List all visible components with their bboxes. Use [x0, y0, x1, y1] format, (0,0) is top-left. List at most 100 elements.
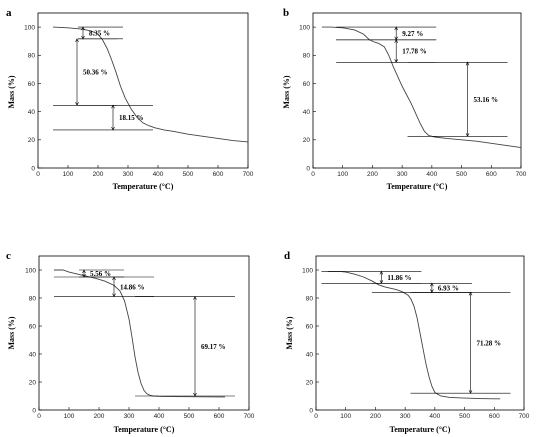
- x-tick-label: 400: [429, 413, 440, 420]
- plot-frame: [38, 255, 250, 411]
- y-tick-label: 0: [306, 165, 310, 172]
- x-tick-label: 300: [124, 413, 135, 420]
- x-tick-label: 200: [94, 413, 105, 420]
- y-tick-label: 100: [25, 267, 36, 274]
- arrowhead-up: [75, 38, 79, 42]
- x-tick-label: 500: [459, 413, 470, 420]
- annotation-label: 5.56 %: [90, 270, 111, 278]
- x-tick-label: 500: [456, 171, 467, 178]
- arrowhead-up: [112, 276, 116, 281]
- arrowhead-up: [394, 39, 398, 43]
- x-tick-label: 300: [123, 171, 134, 178]
- y-tick-label: 40: [303, 109, 311, 116]
- annotation-label: 17.78 %: [402, 48, 427, 56]
- arrowhead-down: [465, 133, 470, 137]
- x-tick-label: 700: [243, 171, 254, 178]
- y-axis-label: Mass (%): [282, 75, 291, 108]
- annotation-label: 11.86 %: [387, 274, 411, 282]
- plot-frame: [315, 255, 525, 411]
- x-tick-label: 100: [337, 171, 348, 178]
- y-tick-label: 40: [28, 109, 36, 116]
- chart-panel-d: d 0 100 200 300 400 500 600 700 0 20 40 60 80 100 Tempe…: [284, 250, 530, 434]
- y-axis-label: Mass (%): [7, 75, 16, 108]
- y-tick-label: 80: [29, 295, 37, 302]
- y-tick-label: 100: [299, 24, 310, 31]
- x-tick-label: 0: [311, 171, 315, 178]
- tga-curve-0: [54, 269, 225, 398]
- y-tick-label: 20: [306, 379, 314, 386]
- y-tick-label: 80: [303, 53, 311, 60]
- y-tick-label: 60: [306, 323, 314, 330]
- arrowhead-up: [379, 270, 384, 275]
- annotation-label: 14.86 %: [120, 283, 145, 291]
- plot-frame: [312, 12, 522, 169]
- x-tick-label: 100: [64, 413, 75, 420]
- arrowhead-up: [430, 282, 434, 287]
- x-tick-label: 400: [154, 413, 165, 420]
- y-tick-label: 0: [32, 407, 36, 414]
- x-tick-label: 300: [397, 171, 408, 178]
- chart-panel-b: b 0 100 200 300 400 500 600 700 0 20 40 60 80 100 Tempe…: [282, 7, 527, 191]
- plot-frame: [37, 12, 249, 169]
- tga-curve-0: [321, 26, 522, 149]
- chart-panel-c: c 0 100 200 300 400 500 600 700 0 20 40 60 80 100 Tempe…: [6, 250, 255, 434]
- y-tick-label: 40: [306, 351, 314, 358]
- arrowhead-up: [394, 26, 398, 31]
- x-axis-label: Temperature (°C): [114, 425, 175, 434]
- arrowhead-down: [193, 392, 197, 397]
- y-tick-label: 80: [306, 295, 314, 302]
- y-tick-label: 80: [28, 53, 36, 60]
- annotation-label: 6.93 %: [438, 284, 459, 292]
- x-tick-label: 300: [400, 413, 411, 420]
- arrowhead-up: [82, 269, 86, 274]
- y-tick-label: 20: [29, 379, 37, 386]
- x-tick-label: 600: [489, 413, 500, 420]
- panel-letter: c: [6, 250, 11, 262]
- arrowhead-down: [111, 126, 115, 131]
- arrowhead-down: [468, 390, 473, 394]
- panel-letter: b: [283, 7, 289, 19]
- x-tick-label: 500: [183, 171, 194, 178]
- panel-letter: a: [6, 7, 12, 19]
- y-tick-label: 100: [302, 267, 313, 274]
- x-tick-label: 0: [36, 171, 40, 178]
- y-tick-label: 60: [28, 81, 36, 88]
- x-tick-label: 200: [370, 413, 381, 420]
- x-tick-label: 0: [37, 413, 41, 420]
- x-tick-label: 200: [93, 171, 104, 178]
- x-tick-label: 100: [63, 171, 74, 178]
- panel-letter: d: [284, 250, 290, 262]
- y-tick-label: 0: [309, 407, 313, 414]
- x-tick-label: 700: [244, 413, 255, 420]
- x-axis-label: Temperature (°C): [387, 182, 448, 191]
- arrowhead-up: [193, 295, 197, 300]
- y-tick-label: 20: [303, 137, 311, 144]
- annotation-label: 8.35 %: [89, 29, 110, 37]
- x-tick-label: 0: [314, 413, 318, 420]
- x-tick-label: 500: [184, 413, 195, 420]
- y-tick-label: 0: [31, 165, 35, 172]
- y-tick-label: 60: [29, 323, 37, 330]
- x-axis-label: Temperature (°C): [390, 425, 451, 434]
- x-tick-label: 600: [213, 171, 224, 178]
- x-tick-label: 400: [153, 171, 164, 178]
- y-tick-label: 100: [24, 24, 35, 31]
- y-axis-label: Mass (%): [7, 316, 16, 349]
- arrowhead-up: [81, 26, 85, 31]
- tga-curve-0: [327, 270, 501, 400]
- y-tick-label: 20: [28, 137, 36, 144]
- x-tick-label: 600: [214, 413, 225, 420]
- x-tick-label: 200: [367, 171, 378, 178]
- y-tick-label: 60: [303, 81, 311, 88]
- x-tick-label: 700: [516, 171, 527, 178]
- annotation-label: 71.28 %: [477, 339, 502, 347]
- x-tick-label: 400: [426, 171, 437, 178]
- x-axis-label: Temperature (°C): [113, 182, 174, 191]
- x-tick-label: 600: [486, 171, 497, 178]
- annotation-label: 53.16 %: [474, 96, 499, 104]
- arrowhead-down: [394, 59, 398, 63]
- arrowhead-up: [111, 104, 115, 109]
- annotation-label: 9.27 %: [402, 30, 423, 38]
- y-tick-label: 40: [29, 351, 37, 358]
